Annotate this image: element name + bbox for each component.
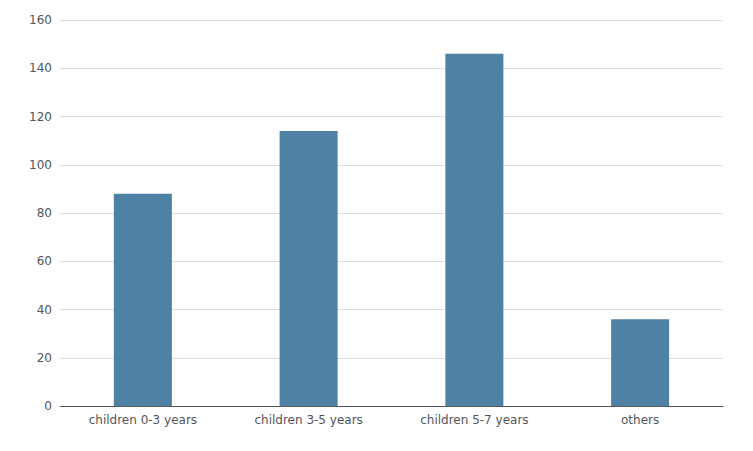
svg-text:120: 120: [29, 110, 52, 124]
svg-text:children 3-5 years: children 3-5 years: [254, 413, 362, 427]
svg-text:40: 40: [37, 303, 52, 317]
svg-text:60: 60: [37, 254, 52, 268]
svg-text:children 5-7 years: children 5-7 years: [420, 413, 528, 427]
svg-text:0: 0: [44, 399, 52, 413]
svg-text:80: 80: [37, 206, 52, 220]
svg-text:children 0-3 years: children 0-3 years: [89, 413, 197, 427]
svg-text:20: 20: [37, 351, 52, 365]
svg-text:140: 140: [29, 61, 52, 75]
svg-text:160: 160: [29, 13, 52, 27]
svg-text:others: others: [621, 413, 659, 427]
svg-text:100: 100: [29, 158, 52, 172]
